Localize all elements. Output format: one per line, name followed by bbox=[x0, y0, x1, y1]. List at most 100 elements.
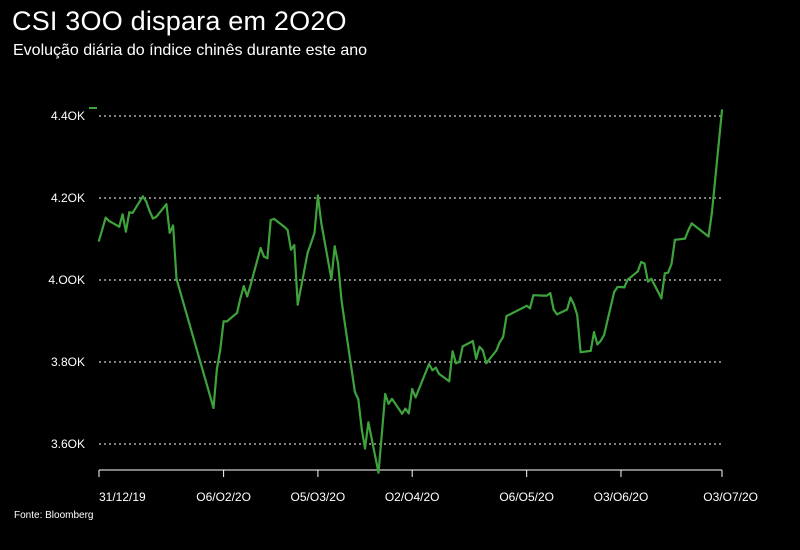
data-point bbox=[552, 308, 555, 311]
data-point bbox=[380, 432, 383, 435]
data-point bbox=[626, 278, 629, 281]
data-point bbox=[589, 349, 592, 352]
data-point bbox=[289, 248, 293, 251]
series-line bbox=[97, 109, 724, 474]
data-point bbox=[673, 238, 677, 241]
data-point bbox=[495, 349, 498, 352]
data-point bbox=[576, 313, 579, 316]
data-point bbox=[239, 297, 242, 300]
data-point bbox=[357, 398, 360, 401]
data-point bbox=[414, 396, 417, 399]
data-point bbox=[363, 447, 367, 450]
data-point bbox=[592, 331, 596, 334]
data-point bbox=[471, 340, 474, 343]
data-point bbox=[296, 303, 299, 306]
data-point bbox=[131, 211, 134, 214]
data-point bbox=[636, 270, 639, 273]
data-point bbox=[215, 367, 218, 371]
data-point bbox=[175, 277, 178, 280]
data-point bbox=[384, 392, 387, 396]
chart-subtitle: Evolução diária do índice chinês durante… bbox=[13, 42, 368, 59]
data-point bbox=[236, 311, 239, 314]
data-point bbox=[572, 303, 575, 306]
source-note: Fonte: Bloomberg bbox=[14, 510, 94, 521]
data-point bbox=[340, 299, 343, 302]
y-axis-tick-labels: 3.6OK 3.8OK 4.OOK 4.2OK 4.4OK bbox=[48, 109, 85, 451]
data-point bbox=[407, 412, 410, 415]
data-point bbox=[717, 143, 720, 146]
x-tick-label: O3/O6/2O bbox=[594, 490, 649, 504]
data-point bbox=[667, 271, 670, 274]
data-point bbox=[259, 246, 262, 250]
data-point bbox=[616, 285, 619, 289]
data-point bbox=[461, 345, 464, 348]
data-point bbox=[710, 211, 714, 214]
data-point bbox=[690, 222, 693, 225]
data-point bbox=[121, 213, 124, 216]
x-tick-label: 31/12/19 bbox=[99, 490, 146, 504]
data-point bbox=[320, 221, 323, 225]
data-point bbox=[151, 217, 154, 220]
x-tick-label: O6/O2/2O bbox=[196, 490, 251, 504]
data-point bbox=[286, 228, 289, 232]
data-point bbox=[246, 295, 249, 298]
data-point bbox=[525, 304, 528, 307]
data-point bbox=[269, 219, 272, 222]
y-tick-label: 4.4OK bbox=[51, 109, 85, 123]
data-point bbox=[549, 292, 552, 295]
data-point bbox=[104, 216, 107, 219]
data-point bbox=[683, 237, 687, 240]
data-point bbox=[262, 255, 266, 258]
data-point bbox=[643, 262, 646, 265]
data-point bbox=[141, 195, 144, 198]
data-point bbox=[343, 322, 346, 325]
data-point bbox=[502, 335, 505, 339]
data-point bbox=[431, 369, 434, 372]
data-point bbox=[623, 286, 626, 289]
data-point bbox=[438, 372, 441, 375]
data-point bbox=[360, 427, 363, 430]
data-point bbox=[579, 351, 582, 354]
data-point bbox=[569, 296, 572, 299]
gridlines bbox=[89, 107, 722, 445]
x-tick-label: O6/O5/2O bbox=[499, 490, 554, 504]
data-point bbox=[310, 241, 313, 244]
data-point bbox=[505, 315, 508, 318]
data-point bbox=[165, 203, 168, 206]
x-tick-label: O2/O4/2O bbox=[385, 490, 440, 504]
data-point bbox=[118, 225, 121, 228]
data-point bbox=[714, 177, 717, 180]
data-point bbox=[448, 380, 451, 383]
data-point bbox=[293, 244, 296, 247]
data-point bbox=[542, 294, 545, 297]
y-tick-label: 4.OOK bbox=[48, 273, 85, 287]
data-point bbox=[212, 406, 215, 409]
data-point bbox=[306, 251, 309, 254]
data-point bbox=[650, 277, 653, 280]
data-point bbox=[124, 230, 127, 233]
data-point bbox=[646, 280, 650, 283]
data-point bbox=[219, 349, 222, 352]
data-point bbox=[411, 388, 414, 391]
data-point bbox=[128, 211, 131, 214]
data-point bbox=[337, 262, 340, 265]
y-tick-label: 4.2OK bbox=[51, 191, 85, 205]
data-point bbox=[401, 412, 404, 415]
data-point bbox=[330, 278, 333, 281]
y-tick-label: 3.8OK bbox=[51, 355, 85, 369]
data-point bbox=[148, 209, 151, 212]
data-point bbox=[619, 285, 623, 289]
data-point bbox=[528, 307, 532, 310]
data-point bbox=[222, 320, 225, 323]
data-point bbox=[273, 217, 276, 220]
data-point bbox=[145, 200, 148, 203]
data-point bbox=[316, 194, 319, 197]
data-point bbox=[283, 225, 286, 228]
data-point bbox=[458, 360, 461, 364]
data-point bbox=[387, 402, 390, 405]
data-point bbox=[478, 345, 481, 348]
data-point bbox=[242, 285, 245, 288]
data-point bbox=[660, 297, 663, 300]
data-point bbox=[640, 260, 643, 264]
